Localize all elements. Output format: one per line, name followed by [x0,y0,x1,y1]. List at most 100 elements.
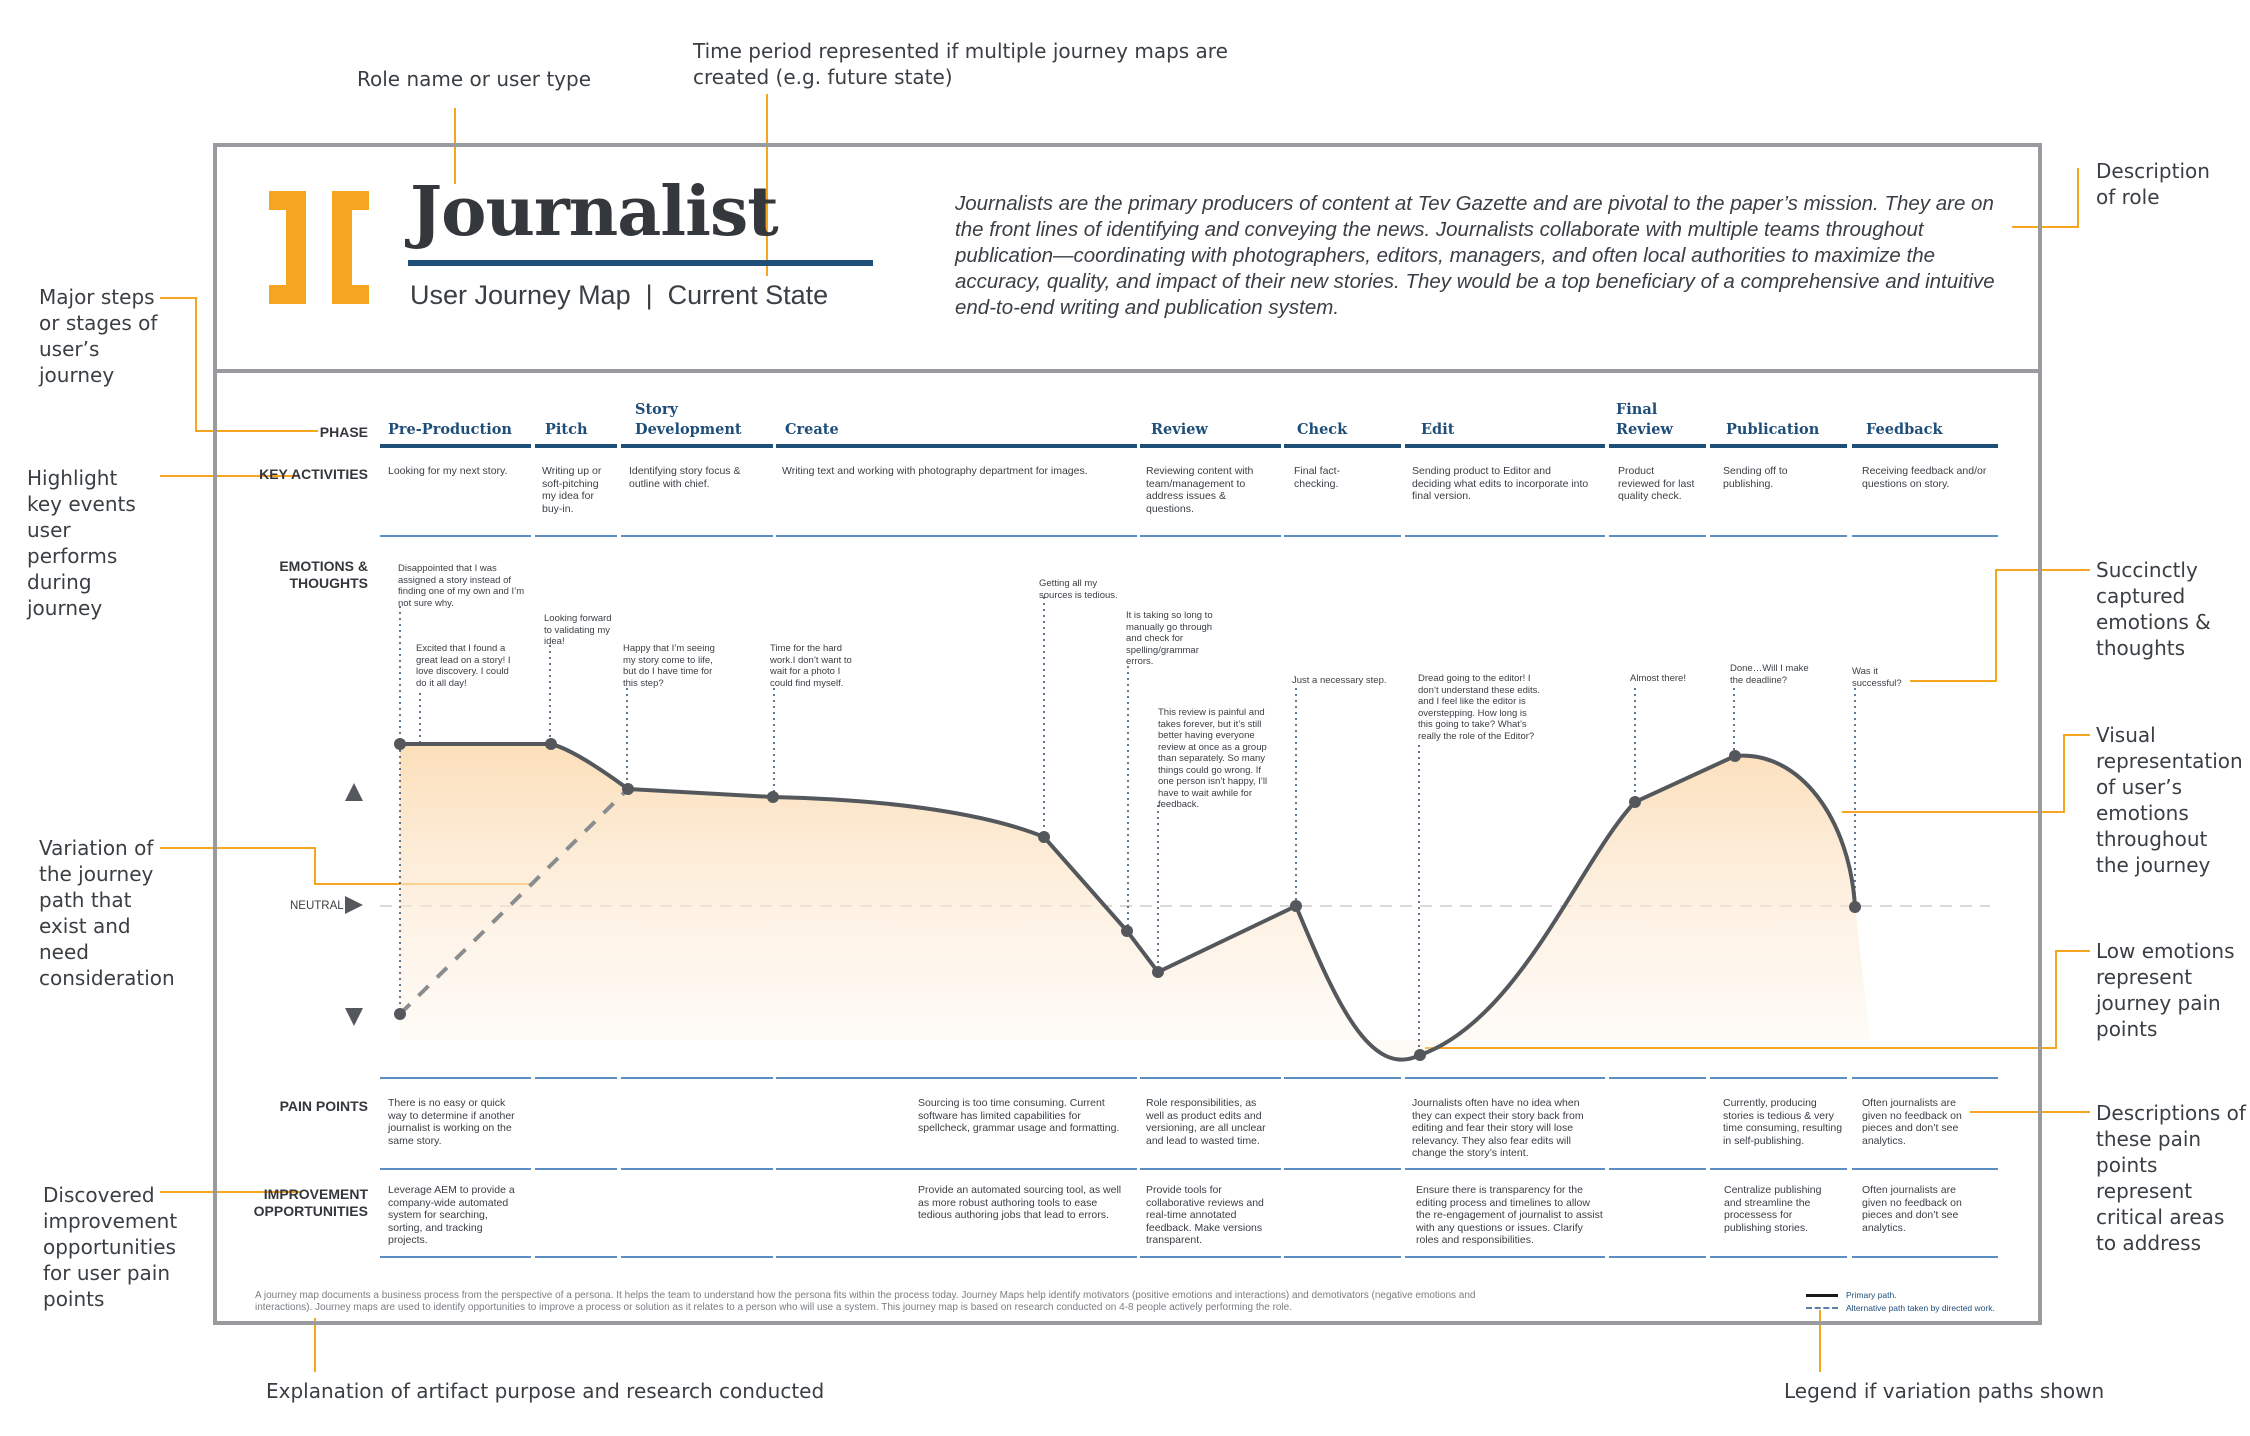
improvement-rule [1609,1256,1706,1258]
phase-rule [1609,444,1706,448]
emotion-rule [1405,1077,1605,1079]
phase-rule [535,444,617,448]
annotation-low-emotions: Low emotions represent journey pain poin… [2096,939,2235,1041]
thought-looking-forward: Looking forward to validating my idea! [544,613,612,647]
journey-map-frame [213,143,2042,1325]
annotation-description-of-role: Description of role [2096,159,2210,209]
phase-final-review: Final Review [1616,401,1673,438]
neutral-label: NEUTRAL [290,900,344,912]
pain-rule [776,1168,1137,1170]
emotion-rule [535,1077,617,1079]
activity-rule [380,535,531,537]
thought-spelling: It is taking so long to manually go thro… [1126,610,1213,667]
activity-review: Reviewing content with team/management t… [1146,465,1254,515]
dashed-line-icon [1806,1307,1838,1309]
row-label-pain-points: PAIN POINTS [279,1098,368,1114]
header-divider [213,369,2042,373]
activity-check: Final fact-checking. [1294,465,1341,490]
role-description: Journalists are the primary producers of… [955,192,1995,319]
phase-rule [776,444,1137,448]
legend-alt-label: Alternative path taken by directed work. [1846,1303,1995,1313]
phase-create: Create [785,421,839,438]
thought-disappointed: Disappointed that I was assigned a story… [398,563,525,609]
pain-rule [1710,1168,1847,1170]
low-emotion-arrow-icon [345,1008,363,1026]
improvement-pre-production: Leverage AEM to provide a company-wide a… [388,1184,515,1246]
improvement-rule [1140,1256,1281,1258]
pain-rule [1609,1168,1706,1170]
legend-alternative: Alternative path taken by directed work. [1806,1303,1995,1313]
row-label-emotions: EMOTIONS & THOUGHTS [279,558,368,592]
thought-almost-there: Almost there! [1630,673,1686,684]
annotation-explanation: Explanation of artifact purpose and rese… [266,1379,825,1403]
pain-create: Sourcing is too time consuming. Current … [918,1097,1120,1134]
neutral-arrow-icon [345,896,363,914]
row-label-emotions-line2: THOUGHTS [289,575,368,591]
phase-rule [1405,444,1605,448]
emotion-rule [1284,1077,1401,1079]
improvement-create: Provide an automated sourcing tool, as w… [918,1184,1122,1221]
improvement-review: Provide tools for collaborative reviews … [1146,1184,1264,1246]
phase-pitch: Pitch [545,421,588,438]
emotion-rule [380,1077,531,1079]
pain-rule [380,1168,531,1170]
emotion-rule [1852,1077,1998,1079]
activity-rule [1284,535,1401,537]
primary-path [400,742,1857,1062]
annotation-highlight-key: Highlight key events user performs durin… [27,466,136,620]
annotation-discovered: Discovered improvement opportunities for… [43,1183,178,1311]
role-title: Journalist [410,172,779,252]
improvement-feedback: Often journalists are given no feedback … [1862,1184,1962,1234]
phase-publication: Publication [1726,421,1820,438]
phase-pre-production: Pre-Production [388,421,512,438]
phase-rule [1284,444,1401,448]
improvement-edit: Ensure there is transparency for the edi… [1416,1184,1603,1246]
thought-sources-tedious: Getting all my sources is tedious. [1039,578,1118,601]
thought-successful: Was it successful? [1852,666,1902,689]
pain-pre-production: There is no easy or quick way to determi… [388,1097,515,1147]
logo-icon [269,191,369,304]
high-emotion-arrow-icon [345,783,363,801]
annotation-role-name: Role name or user type [357,67,592,91]
activity-rule [1140,535,1281,537]
phase-edit: Edit [1421,421,1455,438]
thought-hard-work: Time for the hard work.I don’t want to w… [770,643,852,689]
activity-pitch: Writing up or soft-pitching my idea for … [542,465,602,515]
improvement-rule [1852,1256,1998,1258]
phase-check: Check [1297,421,1348,438]
improvement-rule [1405,1256,1605,1258]
phase-feedback: Feedback [1866,421,1943,438]
legend-primary-label: Primary path. [1846,1290,1897,1300]
legend-primary: Primary path. [1806,1290,1897,1300]
pain-rule [1852,1168,1998,1170]
annotation-time-period: Time period represented if multiple jour… [693,39,1228,89]
footer-note: A journey map documents a business proce… [255,1290,1476,1313]
map-subtitle: User Journey Map | Current State [410,280,829,310]
activity-pre-production: Looking for my next story. [388,465,508,477]
row-label-emotions-line1: EMOTIONS & [279,558,368,574]
title-rule [408,260,873,266]
phase-rule [621,444,773,448]
improvement-publication: Centralize publishing and streamline the… [1724,1184,1822,1234]
improvement-rule [621,1256,773,1258]
improvement-rule [380,1256,531,1258]
improvement-rule [776,1256,1137,1258]
activity-final-review: Product reviewed for last quality check. [1618,465,1695,502]
pain-rule [621,1168,773,1170]
improvement-rule [1284,1256,1401,1258]
pain-review: Role responsibilities, as well as produc… [1146,1097,1266,1147]
emotion-rule [621,1077,773,1079]
emotion-rule [1609,1077,1706,1079]
annotation-major-steps: Major steps or stages of user’s journey [39,285,158,387]
thought-happy: Happy that I’m seeing my story come to l… [623,643,715,689]
activity-edit: Sending product to Editor and deciding w… [1412,465,1589,502]
alternative-path [398,787,630,1016]
thought-deadline: Done…Will I make the deadline? [1730,663,1809,686]
phase-rule [380,444,531,448]
annotation-visual-representation: Visual representation of user’s emotions… [2096,723,2243,877]
activity-rule [535,535,617,537]
row-label-improvement-line2: OPPORTUNITIES [253,1203,368,1219]
annotation-succinctly: Succinctly captured emotions & thoughts [2096,558,2211,660]
